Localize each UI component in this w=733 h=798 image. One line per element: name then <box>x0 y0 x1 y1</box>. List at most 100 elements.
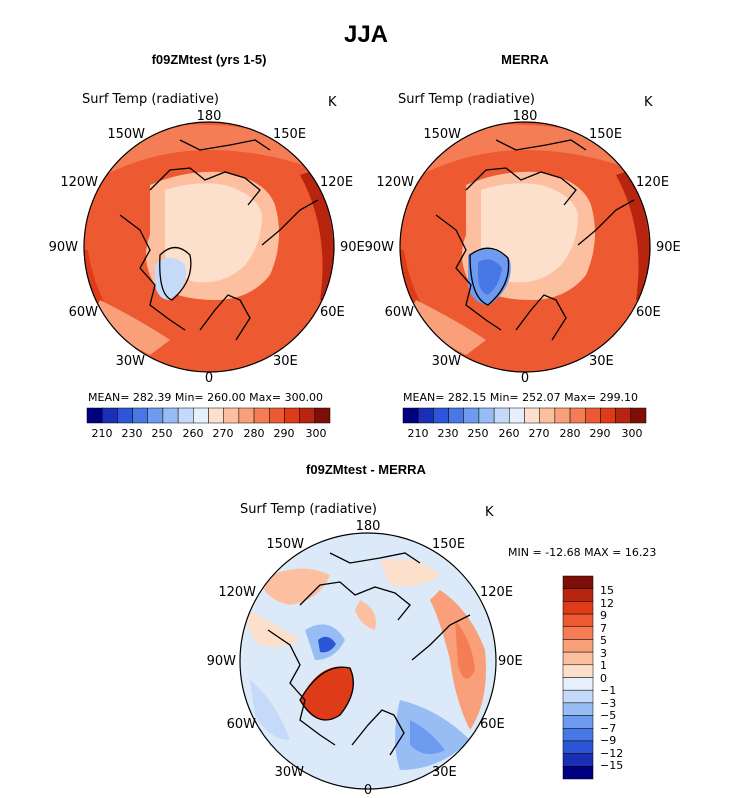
lon-label-150e: 150E <box>589 127 622 142</box>
lon-label-180: 180 <box>197 109 222 124</box>
colorbar-tick: 260 <box>183 427 204 440</box>
lon-label-90w: 90W <box>365 240 395 255</box>
colorbar-swatch <box>562 651 594 666</box>
colorbar-tick: 280 <box>560 427 581 440</box>
lon-label-120w: 120W <box>218 585 256 600</box>
lon-label-30w: 30W <box>275 765 305 780</box>
lon-label-120w: 120W <box>376 175 414 190</box>
lon-label-0: 0 <box>205 371 213 386</box>
colorbar-swatch <box>269 407 285 424</box>
colorbar-swatch <box>448 407 464 424</box>
colorbar-tick: 5 <box>600 634 607 647</box>
lon-label-120e: 120E <box>320 175 353 190</box>
stats-text: MEAN= 282.15 Min= 252.07 Max= 299.10 <box>403 391 638 404</box>
lon-labels: 180 150E 120E 90E 60E 30E 0 30W 60W 90W … <box>49 109 365 386</box>
colorbar-ticks: 210 230 250 260 270 280 290 300 <box>92 427 327 440</box>
colorbar-swatch <box>562 702 594 716</box>
colorbar-swatch <box>147 407 164 424</box>
map-border <box>239 532 497 790</box>
units-label: K <box>485 505 494 520</box>
colorbar-tick: 0 <box>600 672 607 685</box>
colorbar-tick: 300 <box>622 427 643 440</box>
panel-model: f09ZMtest (yrs 1-5) Surf Temp (radiative… <box>49 52 365 440</box>
lon-label-150w: 150W <box>107 127 145 142</box>
colorbar-tick: −5 <box>600 709 616 722</box>
colorbar-swatch <box>562 728 594 742</box>
panel-title: f09ZMtest (yrs 1-5) <box>152 52 267 67</box>
colorbar <box>562 575 594 780</box>
colorbar-swatch <box>463 407 480 424</box>
colorbar-tick: 290 <box>274 427 295 440</box>
lon-label-60w: 60W <box>385 305 415 320</box>
lon-label-60e: 60E <box>636 305 661 320</box>
colorbar-tick: 280 <box>244 427 265 440</box>
colorbar-tick: 15 <box>600 584 614 597</box>
lon-label-0: 0 <box>521 371 529 386</box>
lon-label-120e: 120E <box>636 175 669 190</box>
page-title: JJA <box>344 21 388 48</box>
colorbar-swatch <box>562 689 594 704</box>
colorbar-tick: 270 <box>213 427 234 440</box>
map-border <box>399 121 651 373</box>
lon-label-60w: 60W <box>227 717 257 732</box>
colorbar-tick: 300 <box>306 427 327 440</box>
panel-title: f09ZMtest - MERRA <box>306 462 427 477</box>
colorbar-swatch <box>562 766 594 780</box>
colorbar-tick: 1 <box>600 659 607 672</box>
lon-label-150w: 150W <box>423 127 461 142</box>
map-border <box>83 121 335 373</box>
colorbar-tick: 210 <box>92 427 113 440</box>
colorbar-tick: 9 <box>600 609 607 622</box>
colorbar-swatch <box>562 626 594 640</box>
coastlines <box>267 552 471 756</box>
colorbar-swatch <box>223 407 240 424</box>
colorbar-swatch <box>478 407 495 424</box>
lon-label-30e: 30E <box>589 354 614 369</box>
colorbar-tick: 230 <box>438 427 459 440</box>
lon-label-90w: 90W <box>49 240 79 255</box>
lon-label-180: 180 <box>513 109 538 124</box>
units-label: K <box>328 95 337 110</box>
lon-label-30w: 30W <box>432 354 462 369</box>
colorbar-swatch <box>238 407 255 424</box>
lon-labels: 180 150E 120E 90E 60E 30E 0 30W 60W 90W … <box>207 519 523 798</box>
colorbar-swatch <box>524 407 540 424</box>
colorbar-tick: −1 <box>600 684 616 697</box>
variable-label: Surf Temp (radiative) <box>240 502 377 517</box>
colorbar-tick: 3 <box>600 647 607 660</box>
colorbar <box>86 407 331 424</box>
colorbar-swatch <box>86 407 103 424</box>
colorbar-swatch <box>562 740 594 754</box>
lon-label-60w: 60W <box>69 305 99 320</box>
lon-label-90e: 90E <box>656 240 681 255</box>
colorbar-tick: 7 <box>600 622 607 635</box>
colorbar-swatch <box>569 407 586 424</box>
variable-label: Surf Temp (radiative) <box>398 92 535 107</box>
lon-label-150w: 150W <box>266 537 304 552</box>
colorbar-swatch <box>101 407 118 424</box>
colorbar-tick: 250 <box>468 427 489 440</box>
lon-label-150e: 150E <box>273 127 306 142</box>
lon-label-30e: 30E <box>273 354 298 369</box>
colorbar-swatch <box>562 677 594 691</box>
lon-labels: 180 150E 120E 90E 60E 30E 0 30W 60W 90W … <box>365 109 681 386</box>
lon-label-120e: 120E <box>480 585 513 600</box>
panel-reanalysis: MERRA Surf Temp (radiative) K 180 150E <box>365 52 681 440</box>
panel-title: MERRA <box>501 52 549 67</box>
colorbar-tick: 230 <box>122 427 143 440</box>
colorbar-swatch <box>554 407 571 424</box>
colorbar <box>402 407 647 424</box>
colorbar-swatch <box>132 407 148 424</box>
colorbar-tick: −12 <box>600 747 623 760</box>
lon-label-90e: 90E <box>340 240 365 255</box>
colorbar-swatch <box>314 407 331 424</box>
colorbar-tick: 12 <box>600 597 614 610</box>
lon-label-180: 180 <box>356 519 381 534</box>
lon-label-60e: 60E <box>480 717 505 732</box>
colorbar-tick: 270 <box>529 427 550 440</box>
colorbar-swatch <box>615 407 632 424</box>
colorbar-swatch <box>509 407 525 424</box>
colorbar-swatch <box>177 407 194 424</box>
stats-text: MEAN= 282.39 Min= 260.00 Max= 300.00 <box>88 391 323 404</box>
